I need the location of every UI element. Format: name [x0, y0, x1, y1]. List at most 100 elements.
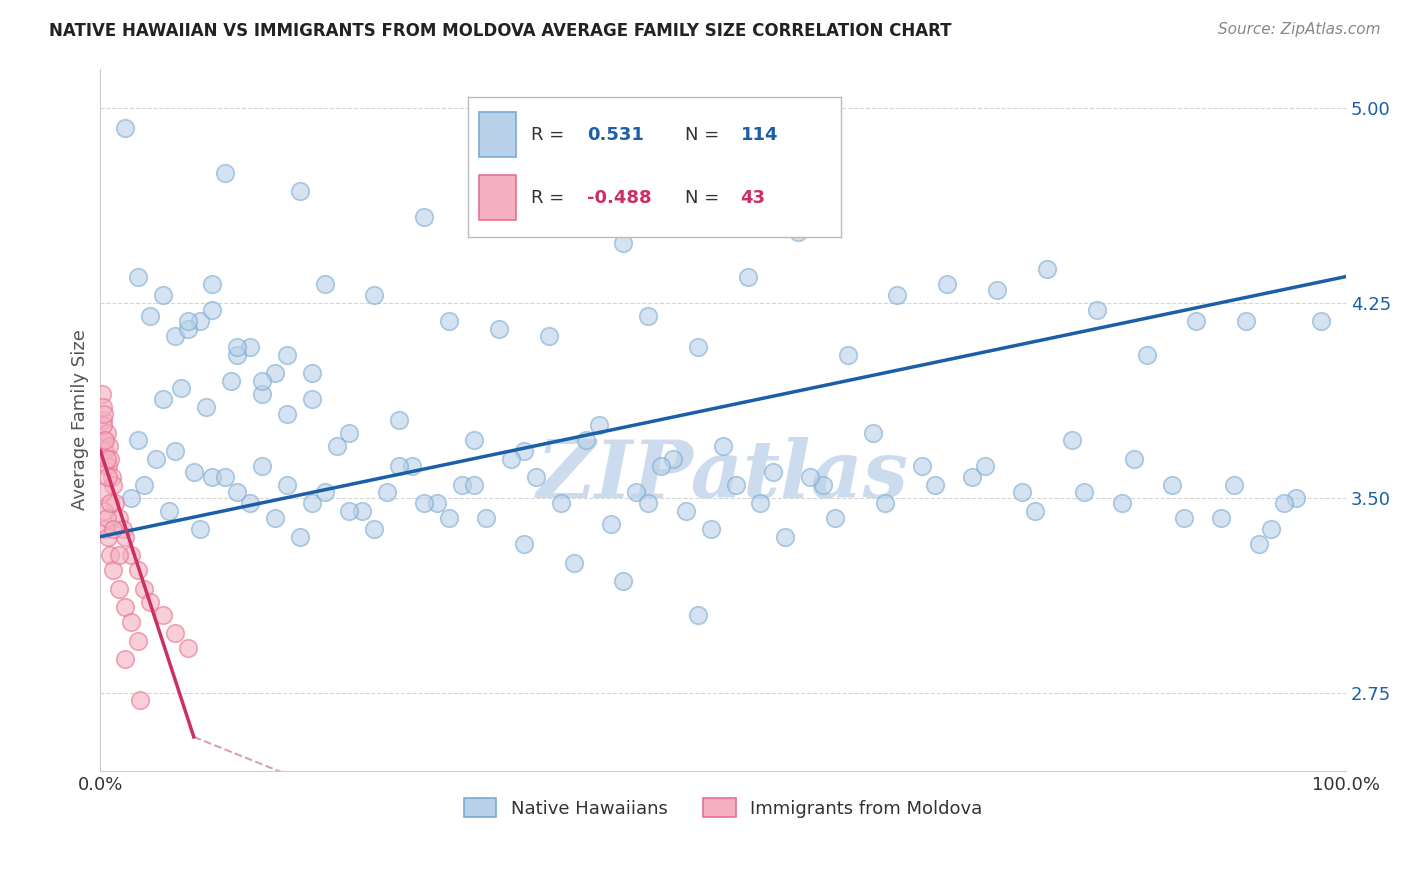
- Point: [973, 459, 995, 474]
- Point: [1211, 511, 1233, 525]
- Point: [1160, 477, 1182, 491]
- Point: [575, 434, 598, 448]
- Point: [132, 477, 155, 491]
- Point: [688, 340, 710, 354]
- Point: [121, 615, 143, 630]
- Point: [94, 443, 117, 458]
- Point: [1011, 485, 1033, 500]
- Point: [388, 459, 411, 474]
- Point: [1310, 314, 1333, 328]
- Point: [139, 594, 162, 608]
- Point: [97, 459, 120, 474]
- Point: [91, 412, 114, 426]
- Point: [93, 417, 115, 432]
- Point: [749, 496, 772, 510]
- Point: [862, 425, 884, 440]
- Point: [201, 470, 224, 484]
- Point: [475, 511, 498, 525]
- Point: [811, 477, 834, 491]
- Point: [94, 522, 117, 536]
- Point: [139, 309, 162, 323]
- Point: [100, 470, 122, 484]
- Point: [413, 210, 436, 224]
- Point: [226, 340, 249, 354]
- Point: [301, 392, 323, 406]
- Point: [426, 496, 449, 510]
- Text: Source: ZipAtlas.com: Source: ZipAtlas.com: [1218, 22, 1381, 37]
- Point: [276, 348, 298, 362]
- Point: [288, 184, 311, 198]
- Point: [98, 451, 121, 466]
- Point: [219, 374, 242, 388]
- Point: [276, 477, 298, 491]
- Point: [837, 348, 859, 362]
- Point: [1111, 496, 1133, 510]
- Point: [1024, 503, 1046, 517]
- Point: [873, 496, 896, 510]
- Point: [165, 625, 187, 640]
- Point: [91, 485, 114, 500]
- Point: [612, 235, 634, 250]
- Point: [252, 374, 274, 388]
- Point: [239, 496, 262, 510]
- Point: [132, 582, 155, 596]
- Point: [108, 582, 131, 596]
- Point: [363, 287, 385, 301]
- Point: [214, 165, 236, 179]
- Point: [326, 439, 349, 453]
- Point: [562, 204, 585, 219]
- Point: [98, 439, 121, 453]
- Point: [94, 434, 117, 448]
- Point: [101, 522, 124, 536]
- Point: [524, 470, 547, 484]
- Point: [93, 434, 115, 448]
- Point: [127, 434, 149, 448]
- Point: [201, 303, 224, 318]
- Point: [911, 459, 934, 474]
- Point: [450, 477, 472, 491]
- Point: [637, 496, 659, 510]
- Point: [612, 574, 634, 588]
- Point: [226, 348, 249, 362]
- Point: [675, 503, 697, 517]
- Point: [501, 451, 523, 466]
- Point: [101, 564, 124, 578]
- Point: [1173, 511, 1195, 525]
- Point: [1223, 477, 1246, 491]
- Point: [108, 548, 131, 562]
- Point: [301, 366, 323, 380]
- Point: [188, 522, 211, 536]
- Point: [1060, 434, 1083, 448]
- Point: [413, 496, 436, 510]
- Point: [104, 496, 127, 510]
- Point: [339, 425, 361, 440]
- Point: [463, 434, 485, 448]
- Point: [114, 530, 136, 544]
- Point: [188, 314, 211, 328]
- Point: [288, 530, 311, 544]
- Point: [165, 443, 187, 458]
- Point: [252, 386, 274, 401]
- Point: [111, 522, 134, 536]
- Point: [1260, 522, 1282, 536]
- Point: [226, 485, 249, 500]
- Point: [98, 548, 121, 562]
- Point: [114, 652, 136, 666]
- Legend: Native Hawaiians, Immigrants from Moldova: Native Hawaiians, Immigrants from Moldov…: [457, 791, 990, 825]
- Point: [263, 366, 285, 380]
- Point: [1272, 496, 1295, 510]
- Point: [176, 321, 198, 335]
- Point: [239, 340, 262, 354]
- Point: [176, 314, 198, 328]
- Point: [314, 277, 336, 292]
- Point: [145, 451, 167, 466]
- Point: [252, 459, 274, 474]
- Point: [488, 321, 510, 335]
- Point: [301, 496, 323, 510]
- Point: [550, 496, 572, 510]
- Point: [157, 503, 180, 517]
- Point: [513, 443, 536, 458]
- Point: [152, 287, 174, 301]
- Point: [537, 329, 560, 343]
- Point: [986, 283, 1008, 297]
